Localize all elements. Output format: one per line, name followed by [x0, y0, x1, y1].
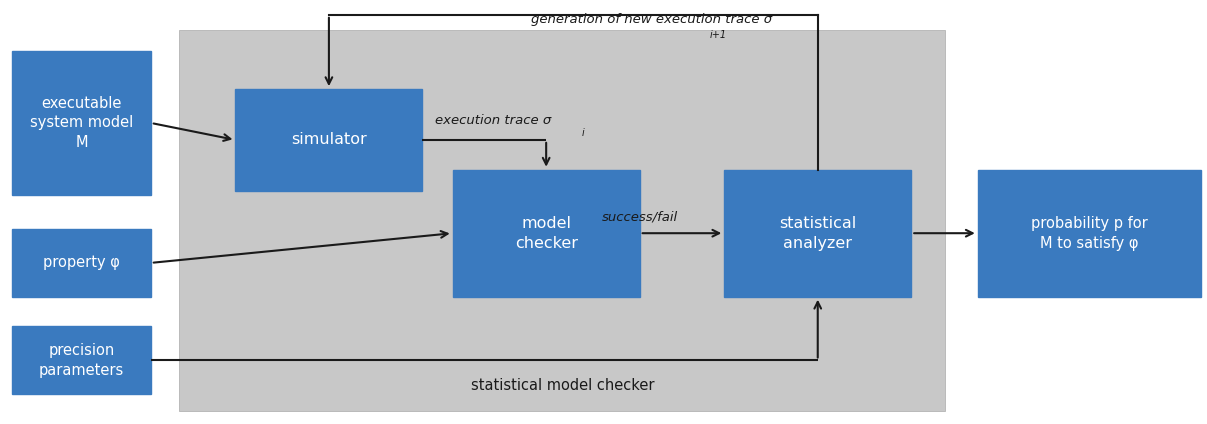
Text: execution trace σ: execution trace σ — [435, 114, 550, 127]
Text: simulator: simulator — [291, 132, 367, 148]
Text: i: i — [582, 128, 584, 139]
FancyBboxPatch shape — [179, 30, 945, 411]
Text: executable
system model
M: executable system model M — [30, 96, 133, 150]
FancyBboxPatch shape — [12, 229, 151, 297]
FancyBboxPatch shape — [453, 170, 640, 297]
Text: success/fail: success/fail — [601, 211, 678, 223]
Text: precision
parameters: precision parameters — [39, 343, 124, 378]
Text: model
checker: model checker — [514, 216, 578, 251]
FancyBboxPatch shape — [12, 326, 151, 394]
FancyBboxPatch shape — [12, 51, 151, 195]
FancyBboxPatch shape — [978, 170, 1201, 297]
FancyBboxPatch shape — [235, 89, 422, 191]
Text: statistical model checker: statistical model checker — [471, 378, 654, 393]
Text: generation of new execution trace σ: generation of new execution trace σ — [531, 13, 772, 25]
Text: statistical
analyzer: statistical analyzer — [779, 216, 857, 251]
Text: probability p for
M to satisfy φ: probability p for M to satisfy φ — [1031, 216, 1148, 251]
FancyBboxPatch shape — [724, 170, 911, 297]
Text: property φ: property φ — [43, 255, 119, 271]
Text: i+1: i+1 — [710, 30, 727, 40]
